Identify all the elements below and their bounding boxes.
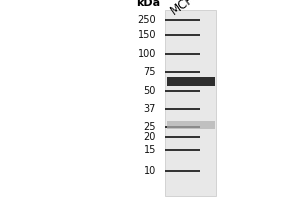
Bar [167, 77, 214, 86]
Text: kDa: kDa [136, 0, 160, 8]
Text: 150: 150 [137, 30, 156, 40]
Text: 250: 250 [137, 15, 156, 25]
Text: 75: 75 [143, 67, 156, 77]
Text: 15: 15 [144, 145, 156, 155]
Bar [167, 121, 214, 129]
Text: 100: 100 [138, 49, 156, 59]
Text: 10: 10 [144, 166, 156, 176]
Text: MCF-7: MCF-7 [168, 0, 206, 18]
Text: 20: 20 [144, 132, 156, 142]
Bar [165, 10, 216, 196]
Text: 37: 37 [144, 104, 156, 114]
Text: 50: 50 [144, 86, 156, 96]
Text: 25: 25 [143, 122, 156, 132]
